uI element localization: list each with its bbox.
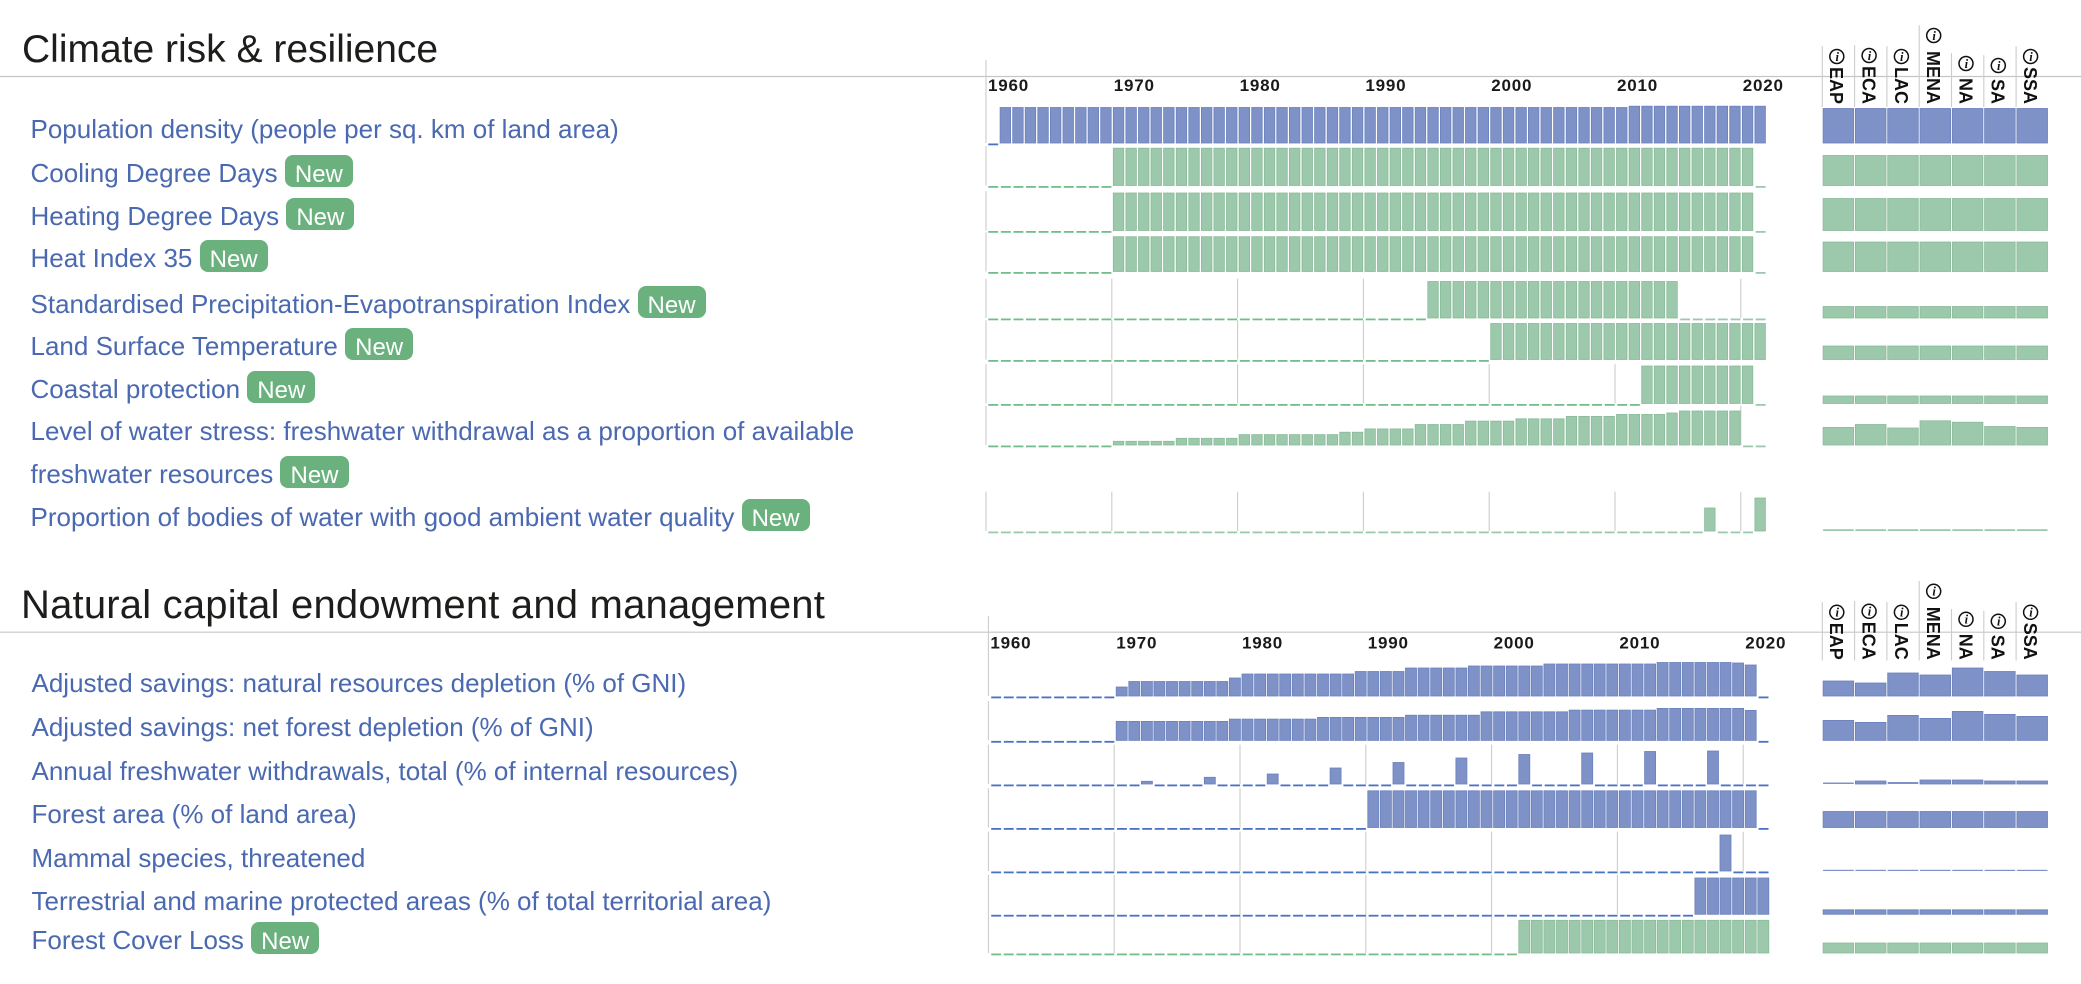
- svg-text:SSA: SSA: [2020, 623, 2040, 660]
- svg-text:MENA: MENA: [1923, 607, 1943, 660]
- svg-text:1970: 1970: [1116, 633, 1157, 652]
- svg-text:1970: 1970: [1114, 76, 1155, 95]
- svg-text:2000: 2000: [1491, 76, 1532, 95]
- svg-text:LAC: LAC: [1891, 623, 1911, 660]
- svg-text:SA: SA: [1988, 79, 2008, 104]
- svg-text:2020: 2020: [1745, 633, 1786, 652]
- svg-text:1980: 1980: [1240, 76, 1281, 95]
- svg-text:2000: 2000: [1494, 633, 1535, 652]
- svg-text:i: i: [1932, 585, 1936, 599]
- svg-text:i: i: [1965, 613, 1969, 627]
- svg-text:1980: 1980: [1242, 633, 1283, 652]
- svg-text:2010: 2010: [1619, 633, 1660, 652]
- svg-text:i: i: [1835, 606, 1839, 620]
- svg-text:EAP: EAP: [1826, 67, 1846, 104]
- svg-text:NA: NA: [1955, 634, 1975, 660]
- svg-text:SSA: SSA: [2020, 67, 2040, 104]
- svg-text:i: i: [1835, 50, 1839, 64]
- svg-text:NA: NA: [1955, 78, 1975, 104]
- svg-text:i: i: [1868, 49, 1872, 63]
- svg-text:1990: 1990: [1368, 633, 1409, 652]
- svg-text:i: i: [1965, 57, 1969, 71]
- svg-text:i: i: [1900, 50, 1904, 64]
- svg-text:i: i: [1997, 59, 2001, 73]
- svg-text:LAC: LAC: [1891, 67, 1911, 104]
- svg-text:i: i: [1900, 606, 1904, 620]
- svg-text:i: i: [1932, 29, 1936, 43]
- svg-text:ECA: ECA: [1859, 66, 1879, 104]
- svg-text:SA: SA: [1988, 635, 2008, 660]
- svg-text:MENA: MENA: [1923, 51, 1943, 104]
- svg-text:ECA: ECA: [1859, 622, 1879, 660]
- svg-text:i: i: [2029, 50, 2033, 64]
- svg-text:i: i: [1868, 605, 1872, 619]
- svg-text:i: i: [1997, 615, 2001, 629]
- svg-text:1960: 1960: [990, 633, 1031, 652]
- svg-text:1990: 1990: [1365, 76, 1406, 95]
- svg-text:EAP: EAP: [1826, 623, 1846, 660]
- svg-text:1960: 1960: [988, 76, 1029, 95]
- svg-text:i: i: [2029, 606, 2033, 620]
- svg-text:2020: 2020: [1743, 76, 1784, 95]
- svg-text:2010: 2010: [1617, 76, 1658, 95]
